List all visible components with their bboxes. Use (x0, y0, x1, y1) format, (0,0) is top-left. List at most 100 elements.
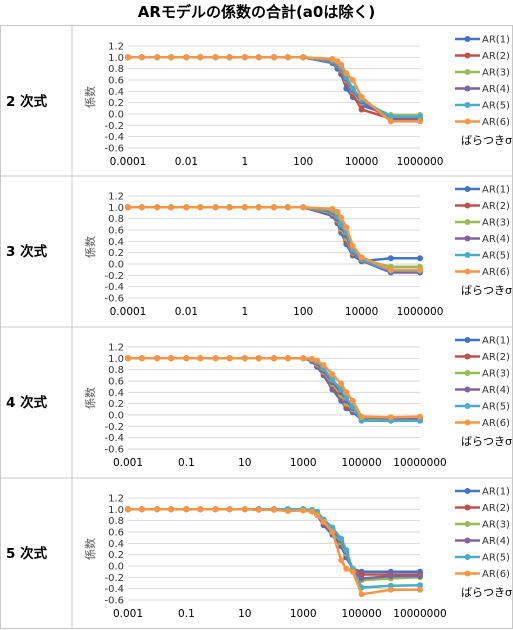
data-point (349, 77, 356, 83)
data-point (320, 362, 327, 369)
data-point (417, 118, 423, 125)
data-point (197, 355, 204, 362)
data-point (138, 355, 145, 362)
row-label: 4 次式 (6, 394, 48, 411)
y-axis-title: 係数 (84, 86, 97, 108)
data-point (387, 586, 394, 593)
legend-label: AR(4) (482, 234, 510, 245)
data-point (417, 586, 423, 593)
legend-marker (464, 570, 471, 577)
legend-label: AR(6) (482, 267, 510, 278)
series-line-AR(2) (128, 357, 420, 420)
y-axis-title: 係数 (84, 538, 97, 560)
data-point (417, 573, 423, 580)
data-point (338, 214, 345, 221)
y-tick-label: 0.0 (108, 110, 124, 121)
legend-label: AR(1) (482, 35, 510, 46)
series-line-AR(1) (128, 357, 421, 421)
data-point (284, 54, 291, 61)
data-point (241, 355, 248, 362)
data-point (338, 535, 345, 542)
y-tick-label: 0.6 (108, 76, 124, 87)
x-tick-label: 1000 (290, 608, 317, 620)
y-axis-title: 係数 (84, 236, 97, 258)
data-point (417, 582, 423, 589)
x-tick-label: 0.01 (175, 306, 198, 318)
data-point (271, 355, 277, 362)
series-line-AR(4) (128, 357, 420, 420)
legend-marker (464, 521, 471, 527)
data-point (417, 255, 423, 262)
data-point (358, 254, 365, 261)
data-point (349, 568, 356, 575)
x-tick-label: 10000000 (393, 608, 446, 620)
x-tick-label: 10 (238, 457, 251, 469)
data-point (387, 113, 394, 120)
data-point (358, 413, 365, 420)
legend-marker (464, 202, 471, 209)
data-point (197, 506, 204, 513)
y-tick-label: 0.6 (108, 377, 124, 388)
y-tick-label: 1.0 (108, 505, 124, 516)
y-tick-label: 0.8 (108, 64, 124, 75)
y-tick-label: -0.2 (104, 422, 124, 433)
data-point (358, 575, 365, 582)
series-line-AR(1) (128, 56, 420, 117)
data-point (387, 266, 394, 273)
legend-marker (464, 488, 471, 494)
data-point (329, 56, 336, 62)
row-label: 5 次式 (6, 545, 48, 562)
legend-label: AR(5) (482, 402, 510, 413)
x-tick-label: 10 (238, 608, 251, 620)
x-tick-label: 0.01 (175, 156, 198, 168)
legend-marker (464, 337, 471, 343)
data-point (387, 118, 394, 125)
legend-label: AR(5) (482, 101, 510, 112)
row-label: 2 次式 (6, 93, 48, 110)
data-point (212, 355, 219, 362)
y-tick-label: 0.0 (108, 562, 124, 573)
data-point (343, 395, 350, 401)
series-line-AR(5) (128, 206, 420, 273)
data-point (168, 355, 175, 362)
data-point (338, 61, 345, 68)
y-tick-label: -0.6 (104, 445, 124, 456)
data-point (154, 54, 161, 61)
y-tick-label: -0.6 (104, 596, 124, 607)
data-point (417, 413, 423, 420)
data-point (349, 85, 356, 92)
y-tick-label: 1.0 (108, 53, 124, 64)
legend-label: AR(5) (482, 251, 510, 262)
data-point (284, 508, 291, 514)
x-tick-label: 0.001 (113, 608, 143, 620)
legend-marker (464, 102, 471, 108)
data-point (271, 204, 277, 211)
legend-marker (464, 419, 471, 426)
x-tick-label: 10000000 (393, 457, 446, 469)
data-point (271, 54, 277, 61)
data-point (349, 397, 356, 404)
x-tick-label: 0.1 (178, 457, 195, 469)
x-axis-title: ばらつきσ (461, 586, 512, 599)
data-point (358, 94, 365, 100)
data-point (255, 355, 262, 362)
data-point (334, 208, 341, 215)
y-tick-label: 0.6 (108, 226, 124, 237)
y-tick-label: -0.4 (104, 132, 124, 143)
x-tick-label: 10000 (345, 156, 378, 168)
legend-marker (464, 52, 471, 59)
legend-label: AR(6) (482, 569, 510, 580)
y-tick-label: 1.2 (108, 494, 124, 505)
chart-panel-1: 2 次式1.21.00.80.60.40.20.0-0.2-0.4-0.60.0… (6, 35, 512, 169)
data-point (125, 506, 131, 513)
data-point (212, 506, 219, 513)
y-tick-label: -0.2 (104, 121, 124, 132)
legend-marker (464, 252, 471, 258)
series-line-AR(6) (128, 357, 421, 419)
y-tick-label: -0.4 (104, 584, 124, 595)
data-point (284, 355, 291, 362)
chart-title: ARモデルの係数の合計(a0は除く) (137, 3, 376, 21)
data-point (168, 506, 175, 513)
chart-panel-4: 5 次式 1.21.00.80.60.40.20.0-0.2-0.4-0.60.0… (0, 477, 513, 620)
data-point (329, 529, 336, 535)
